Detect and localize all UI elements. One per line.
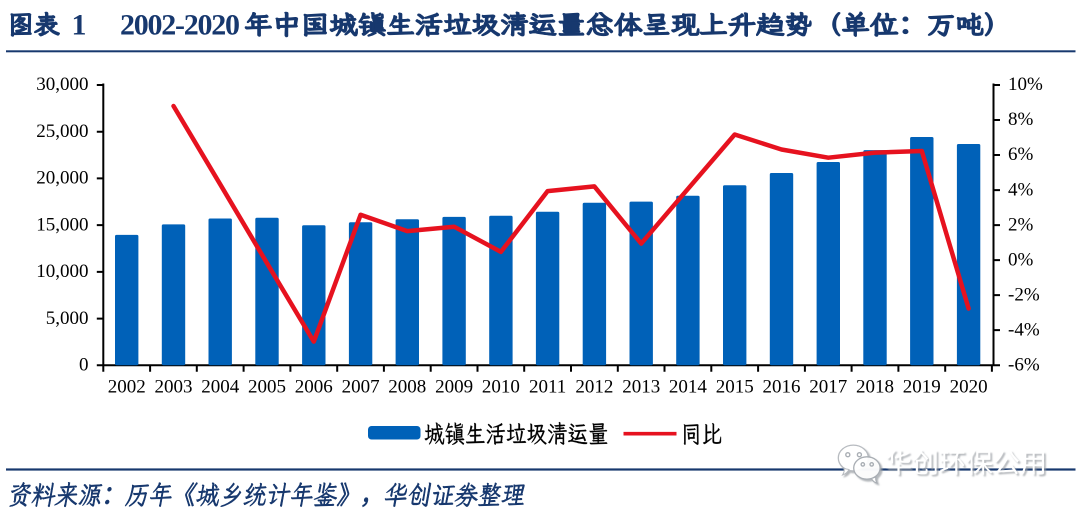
svg-text:2018: 2018 (856, 377, 894, 398)
svg-text:20,000: 20,000 (36, 168, 88, 189)
svg-text:30,000: 30,000 (36, 74, 88, 95)
svg-text:1: 1 (72, 9, 87, 42)
svg-text:2004: 2004 (201, 377, 240, 398)
svg-text:0%: 0% (1008, 249, 1034, 270)
svg-text:2014: 2014 (669, 377, 708, 398)
svg-text:2015: 2015 (716, 377, 754, 398)
svg-text:2016: 2016 (763, 377, 801, 398)
svg-text:2007: 2007 (342, 377, 380, 398)
svg-text:-2%: -2% (1008, 284, 1040, 305)
svg-text:8%: 8% (1008, 109, 1034, 130)
svg-text:2013: 2013 (622, 377, 660, 398)
svg-text:2010: 2010 (482, 377, 520, 398)
svg-text:-4%: -4% (1008, 319, 1040, 340)
svg-text:2012: 2012 (575, 377, 613, 398)
svg-text:2019: 2019 (903, 377, 941, 398)
svg-text:2%: 2% (1008, 214, 1034, 235)
svg-text:25,000: 25,000 (36, 121, 88, 142)
svg-text:2005: 2005 (248, 377, 286, 398)
svg-text:2002: 2002 (108, 377, 146, 398)
svg-text:0: 0 (79, 355, 89, 376)
svg-text:5,000: 5,000 (46, 308, 89, 329)
svg-text:6%: 6% (1008, 144, 1034, 165)
svg-text:2020: 2020 (950, 377, 988, 398)
svg-text:15,000: 15,000 (36, 214, 88, 235)
svg-text:2008: 2008 (388, 377, 426, 398)
svg-text:2011: 2011 (529, 377, 566, 398)
svg-text:2003: 2003 (155, 377, 193, 398)
svg-text:4%: 4% (1008, 179, 1034, 200)
svg-text:2017: 2017 (809, 377, 847, 398)
svg-text:2006: 2006 (295, 377, 333, 398)
svg-text:-6%: -6% (1008, 354, 1040, 375)
svg-text:2002-2020: 2002-2020 (120, 9, 240, 42)
svg-text:10,000: 10,000 (36, 261, 88, 282)
svg-text:2009: 2009 (435, 377, 473, 398)
svg-text:10%: 10% (1008, 74, 1043, 95)
